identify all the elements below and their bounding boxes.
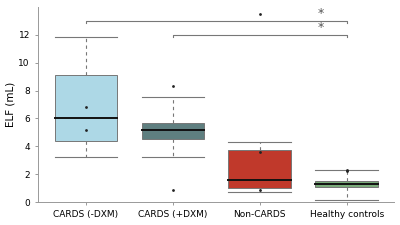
Text: *: *	[318, 21, 324, 34]
Bar	[55, 75, 117, 141]
Y-axis label: ELF (mL): ELF (mL)	[6, 82, 16, 127]
Bar	[228, 151, 291, 188]
Bar	[315, 181, 378, 187]
Bar	[142, 123, 204, 139]
Text: *: *	[318, 7, 324, 20]
